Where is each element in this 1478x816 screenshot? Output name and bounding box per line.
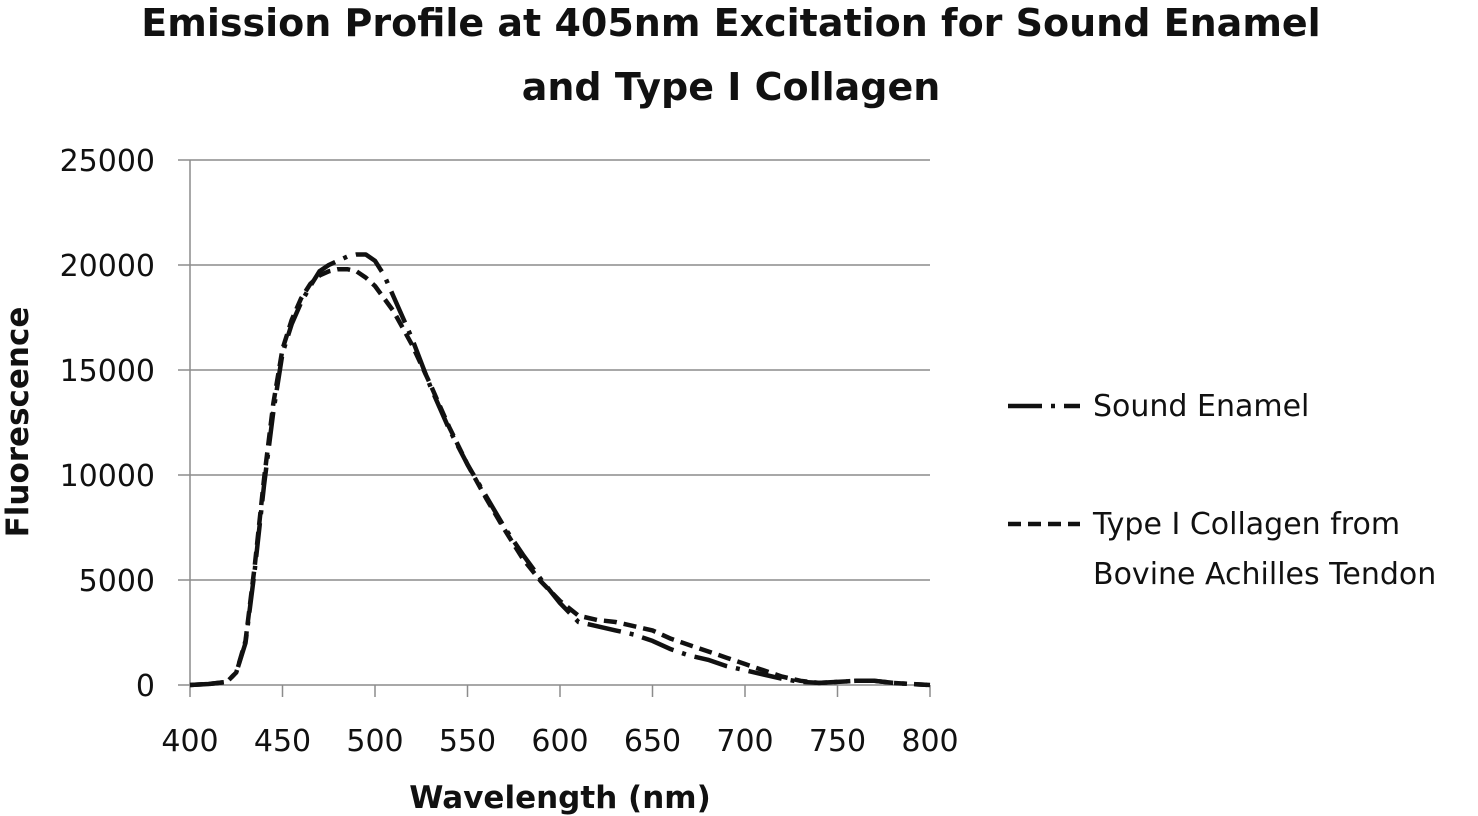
x-tick-label-700: 700 (716, 724, 773, 759)
y-tick-label-10000: 10000 (60, 459, 155, 494)
chart-title-line-1: Emission Profile at 405nm Excitation for… (141, 1, 1320, 45)
x-tick-label-450: 450 (254, 724, 311, 759)
axes (178, 159, 931, 697)
x-tick-labels: 400 450 500 550 600 650 700 750 800 (161, 724, 958, 759)
y-tick-label-15000: 15000 (60, 354, 155, 389)
chart-title-line-2: and Type I Collagen (522, 65, 941, 109)
x-tick-label-800: 800 (901, 724, 958, 759)
legend-label-sound-enamel: Sound Enamel (1093, 389, 1309, 424)
legend-label-collagen-line-1: Type I Collagen from (1092, 507, 1400, 542)
data-series (189, 252, 931, 688)
x-tick-label-750: 750 (809, 724, 866, 759)
x-axis-label: Wavelength (nm) (409, 780, 711, 816)
legend-label-collagen-line-2: Bovine Achilles Tendon (1093, 557, 1436, 592)
x-tick-label-600: 600 (531, 724, 588, 759)
series-line-type-i-collagen (189, 266, 931, 688)
x-tick-label-500: 500 (346, 724, 403, 759)
x-tick-label-400: 400 (161, 724, 218, 759)
y-tick-label-0: 0 (136, 669, 155, 704)
y-axis-label: Fluorescence (0, 307, 36, 538)
x-tick-label-550: 550 (439, 724, 496, 759)
y-tick-label-5000: 5000 (79, 564, 155, 599)
y-tick-label-20000: 20000 (60, 249, 155, 284)
gridlines (190, 159, 930, 581)
x-tick-label-650: 650 (624, 724, 681, 759)
y-tick-labels: 0 5000 10000 15000 20000 25000 (60, 144, 155, 704)
legend: Sound Enamel Type I Collagen from Bovine… (1008, 389, 1436, 592)
y-tick-label-25000: 25000 (60, 144, 155, 179)
series-line-sound-enamel (189, 252, 931, 688)
